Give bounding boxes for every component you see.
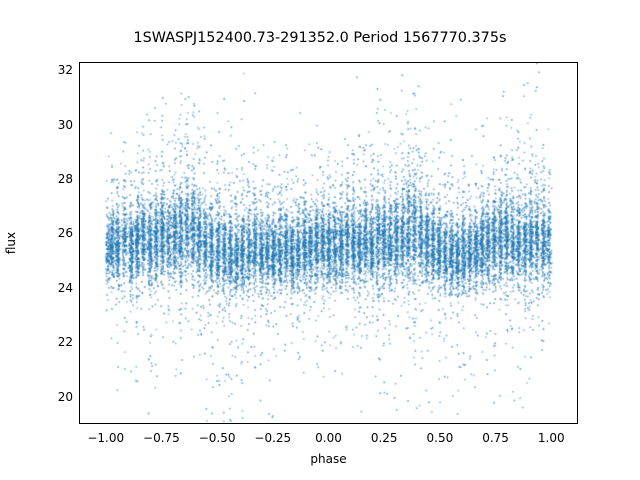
y-tick-label: 22 [57,335,73,350]
y-tick-label: 30 [57,117,73,132]
y-axis-label-container: flux [0,62,22,424]
x-tick-label: −0.50 [198,431,236,445]
x-axis-label: phase [310,452,347,466]
scatter-series-flux-vs-phase [80,63,577,423]
y-tick-label: 26 [57,226,73,241]
y-tick-label: 24 [57,280,73,295]
x-tick-label: 0.00 [315,431,342,445]
x-tick-label: 1.00 [537,431,565,445]
page-title: 1SWASPJ152400.73-291352.0 Period 1567770… [133,30,507,46]
y-tick-label: 32 [57,63,73,78]
y-tick-label: 20 [57,389,73,404]
x-tick-label: 0.50 [426,431,454,445]
y-axis-tick-labels: 20 22 24 26 28 30 32 [28,62,73,424]
plot-area [79,62,578,424]
x-axis-tick-labels: −1.00 −0.75 −0.50 −0.25 0.00 0.25 0.50 0.75 1.00 [79,431,578,451]
x-tick-label: −0.25 [254,431,292,445]
x-tick-label: 0.25 [370,431,398,445]
x-tick-label: −0.75 [143,431,180,445]
x-tick-label: 0.75 [482,431,509,445]
y-axis-label: flux [4,231,18,255]
x-tick-label: −1.00 [87,431,125,445]
y-tick-label: 28 [57,172,73,187]
